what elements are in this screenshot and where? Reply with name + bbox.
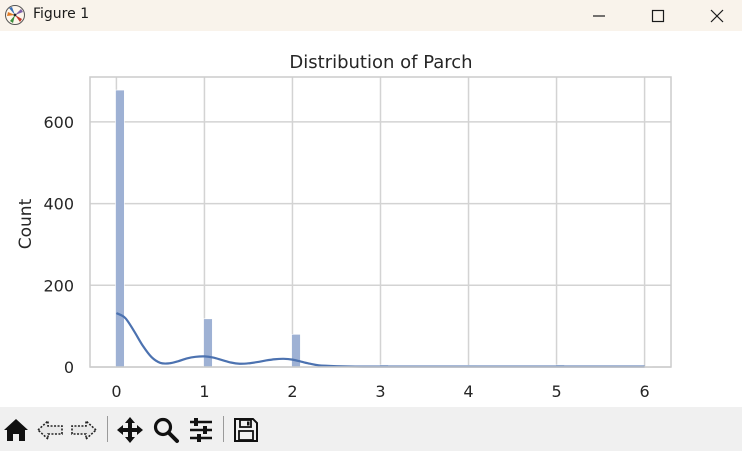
matplotlib-figure-icon — [4, 4, 26, 26]
home-icon — [4, 419, 28, 441]
close-button[interactable] — [688, 0, 742, 31]
close-icon — [710, 9, 724, 22]
y-tick-label: 0 — [64, 358, 74, 377]
sliders-icon — [190, 418, 212, 442]
maximize-icon — [651, 9, 665, 22]
x-tick-label: 3 — [375, 382, 385, 401]
grid-lines — [90, 77, 671, 368]
histogram-chart: Distribution of Parch Count 0 1 2 3 4 5 6 0 200… — [16, 52, 672, 401]
configure-subplots-button[interactable] — [186, 415, 216, 445]
y-tick-label: 200 — [43, 276, 74, 295]
y-tick-label: 600 — [43, 113, 74, 132]
x-tick-label: 6 — [639, 382, 649, 401]
histogram-bar — [115, 89, 125, 368]
histogram-bars — [115, 89, 653, 368]
x-tick-label: 2 — [287, 382, 297, 401]
y-tick-label: 400 — [43, 195, 74, 214]
save-icon — [234, 418, 258, 442]
window-title: Figure 1 — [33, 6, 90, 22]
chart-title: Distribution of Parch — [289, 52, 472, 73]
axes-frame — [89, 76, 672, 368]
home-button[interactable] — [1, 415, 31, 445]
zoom-icon — [153, 417, 179, 443]
back-arrow-icon — [36, 419, 63, 441]
y-tick-labels: 0 200 400 600 — [43, 113, 74, 377]
x-tick-labels: 0 1 2 3 4 5 6 — [111, 382, 649, 401]
zoom-button[interactable] — [151, 415, 181, 445]
x-tick-label: 5 — [551, 382, 561, 401]
toolbar-separator — [223, 416, 224, 442]
x-tick-label: 4 — [463, 382, 473, 401]
toolbar-separator — [107, 416, 108, 442]
title-bar: Figure 1 — [0, 0, 742, 31]
figure-canvas[interactable]: Distribution of Parch Count 0 1 2 3 4 5 6 0 200… — [0, 31, 742, 407]
maximize-button[interactable] — [629, 0, 687, 31]
x-tick-label: 1 — [199, 382, 209, 401]
save-button[interactable] — [231, 415, 261, 445]
x-tick-label: 0 — [111, 382, 121, 401]
back-button[interactable] — [35, 415, 65, 445]
forward-button[interactable] — [69, 415, 99, 445]
minimize-icon — [593, 14, 605, 17]
pan-button[interactable] — [115, 415, 145, 445]
navigation-toolbar — [0, 407, 742, 451]
y-axis-label: Count — [16, 198, 36, 249]
forward-arrow-icon — [71, 419, 98, 441]
histogram-bar — [203, 318, 213, 368]
move-icon — [117, 417, 143, 443]
minimize-button[interactable] — [570, 0, 628, 31]
